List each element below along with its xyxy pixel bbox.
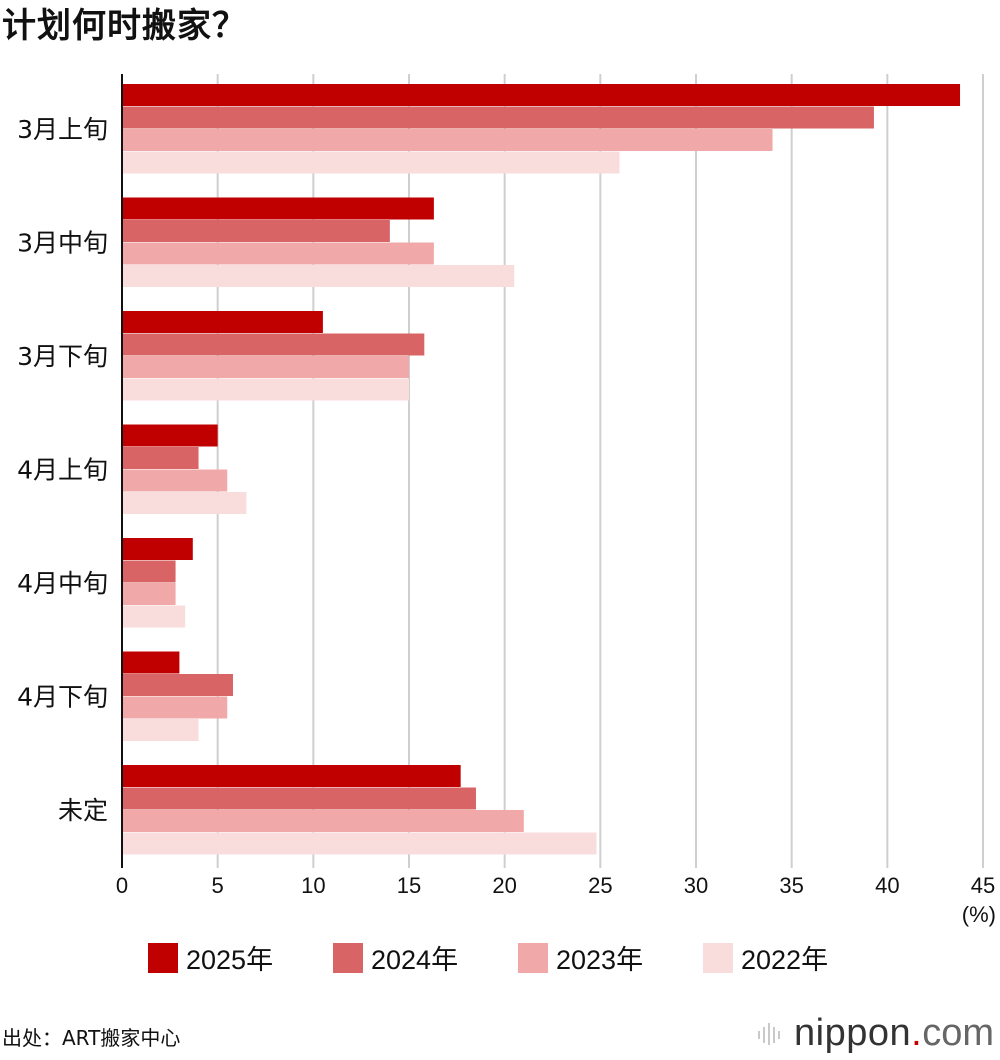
bar-2022年-4月中旬 (123, 605, 186, 628)
bar-2022年-4月下旬 (123, 719, 199, 741)
bar-2025年-3月下旬 (123, 311, 323, 333)
gridlines (216, 74, 984, 868)
legend-swatch (333, 942, 363, 973)
x-tick-label: 35 (779, 873, 803, 898)
chart-title: 计划何时搬家？ (2, 6, 247, 46)
brand-name: nippon (794, 1012, 912, 1054)
legend-item: 2023年 (518, 938, 703, 977)
bar-2024年-3月下旬 (123, 333, 425, 356)
legend-label: 2024年 (371, 945, 459, 975)
legend-item: 2024年 (333, 938, 518, 977)
legend-swatch (518, 942, 548, 973)
bar-2025年-4月上旬 (123, 424, 218, 447)
legend-label: 2025年 (186, 945, 274, 975)
bar-2023年-4月上旬 (123, 469, 228, 492)
bar-2022年-3月中旬 (123, 265, 515, 287)
x-tick-label: 45 (971, 873, 995, 898)
legend-swatch (148, 942, 178, 973)
x-tick-label: 5 (212, 873, 224, 898)
bar-2022年-3月下旬 (123, 378, 409, 401)
bar-2022年-4月上旬 (123, 492, 247, 514)
bar-2023年-4月下旬 (123, 696, 228, 719)
x-tick-label: 0 (116, 873, 128, 898)
category-label: 3月下旬 (17, 342, 108, 371)
x-tick-label: 15 (397, 873, 421, 898)
bar-2025年-4月下旬 (123, 651, 180, 674)
category-label: 3月上旬 (17, 115, 108, 144)
bar-2024年-4月上旬 (123, 447, 199, 469)
x-unit-label: (%) (962, 902, 996, 927)
bar-2023年-未定 (123, 810, 524, 832)
bar-2025年-3月上旬 (123, 84, 961, 106)
bar-2024年-3月中旬 (123, 220, 390, 242)
category-label: 未定 (58, 796, 108, 825)
bar-2025年-3月中旬 (123, 197, 434, 220)
x-tick-label: 40 (875, 873, 899, 898)
bar-2024年-4月下旬 (123, 674, 233, 696)
x-tick-label: 30 (684, 873, 708, 898)
category-label: 3月中旬 (17, 229, 108, 258)
brand-mark-icon (758, 1022, 781, 1045)
x-tick-label: 10 (301, 873, 325, 898)
bar-2025年-4月中旬 (123, 538, 193, 560)
brand-tld: com (922, 1012, 994, 1054)
bar-2023年-3月下旬 (123, 356, 409, 378)
bars (123, 84, 961, 855)
bar-2023年-3月上旬 (123, 129, 773, 151)
bar-2025年-未定 (123, 765, 461, 787)
legend-swatch (703, 942, 733, 973)
category-label: 4月中旬 (17, 569, 108, 598)
bar-2024年-3月上旬 (123, 106, 874, 129)
source-note: 出处：ART搬家中心 (2, 1026, 181, 1050)
bar-2024年-4月中旬 (123, 560, 176, 583)
bar-2022年-未定 (123, 832, 597, 855)
brand-logo: nippon. com (756, 1012, 994, 1055)
bar-2023年-4月中旬 (123, 583, 176, 605)
bar-2022年-3月上旬 (123, 151, 620, 174)
x-tick-label: 20 (492, 873, 516, 898)
bar-2024年-未定 (123, 787, 476, 810)
category-label: 4月上旬 (17, 456, 108, 485)
legend-item: 2025年 (148, 938, 333, 977)
legend-label: 2023年 (556, 945, 644, 975)
x-tick-labels: 0 5 10 15 20 25 30 35 40 45 (116, 873, 995, 898)
legend-label: 2022年 (741, 945, 829, 975)
legend-item: 2022年 (703, 938, 888, 977)
bar-2023年-3月中旬 (123, 242, 434, 265)
category-label: 4月下旬 (17, 683, 108, 712)
legend: 2025年 2024年 2023年 2022年 (148, 938, 888, 977)
brand-dot: . (911, 1012, 923, 1054)
x-tick-label: 25 (588, 873, 612, 898)
